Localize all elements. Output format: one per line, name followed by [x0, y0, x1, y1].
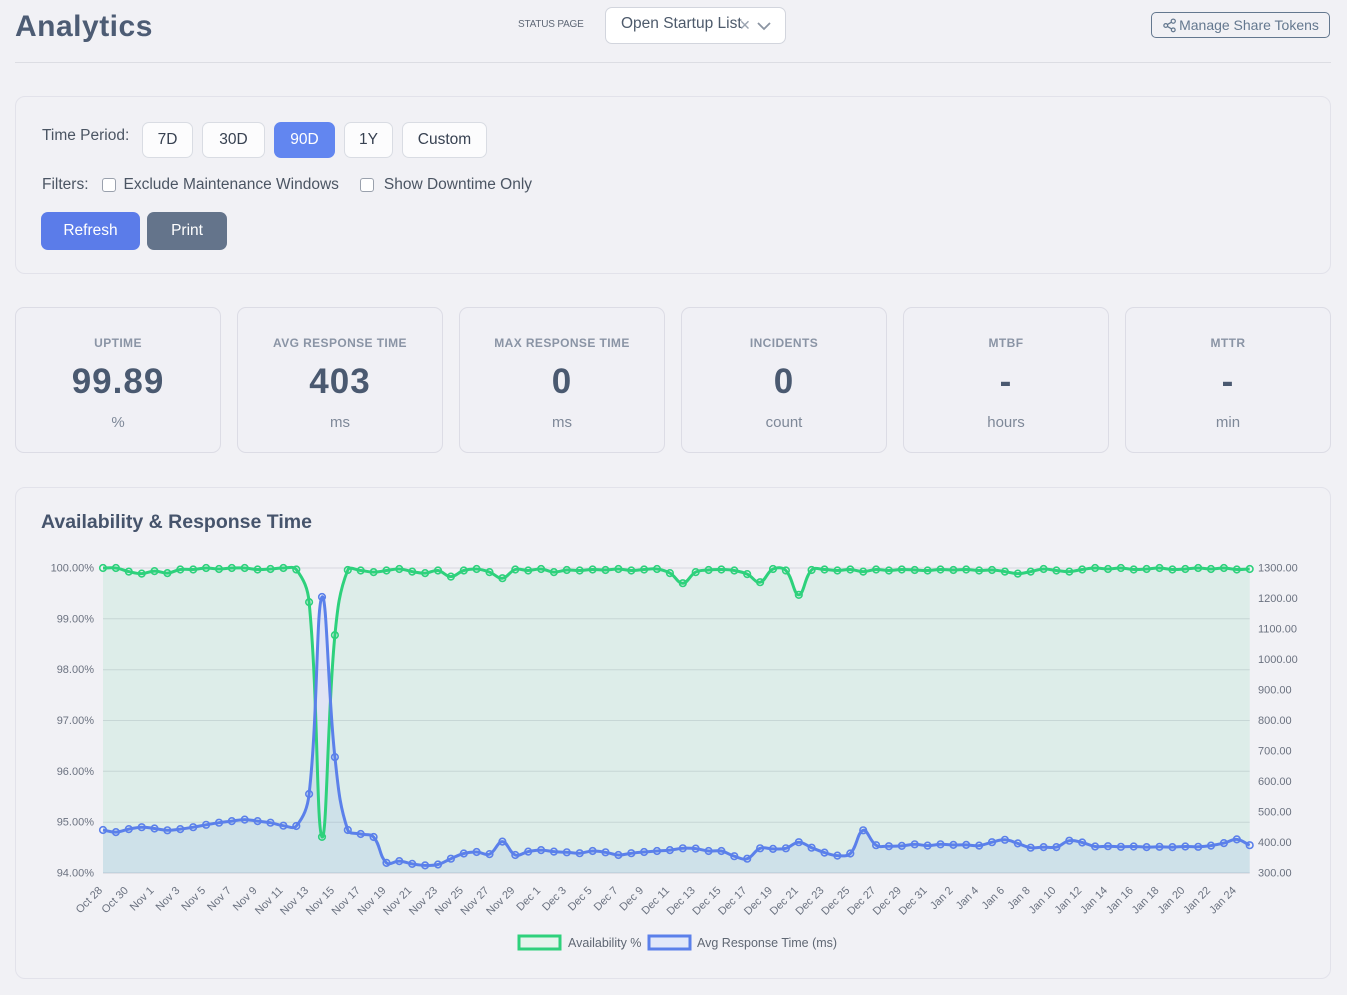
svg-text:Dec 1: Dec 1 [514, 885, 543, 914]
svg-text:97.00%: 97.00% [57, 715, 95, 727]
svg-text:Jan 14: Jan 14 [1078, 885, 1110, 917]
svg-text:99.00%: 99.00% [57, 613, 95, 625]
svg-text:Nov 1: Nov 1 [128, 885, 157, 914]
svg-text:1000.00: 1000.00 [1258, 654, 1298, 666]
svg-text:500.00: 500.00 [1258, 807, 1292, 819]
svg-text:Nov 5: Nov 5 [179, 885, 208, 914]
svg-text:Jan 18: Jan 18 [1130, 885, 1162, 917]
svg-text:400.00: 400.00 [1258, 837, 1292, 849]
svg-text:95.00%: 95.00% [57, 817, 95, 829]
svg-text:600.00: 600.00 [1258, 776, 1292, 788]
svg-text:Jan 10: Jan 10 [1027, 885, 1059, 917]
svg-text:Nov 29: Nov 29 [484, 885, 517, 918]
svg-text:Nov 7: Nov 7 [205, 885, 234, 914]
svg-text:Oct 28: Oct 28 [74, 885, 105, 916]
svg-text:Dec 31: Dec 31 [897, 885, 930, 918]
svg-text:Jan 20: Jan 20 [1156, 885, 1188, 917]
svg-text:Oct 30: Oct 30 [100, 885, 131, 916]
svg-text:1300.00: 1300.00 [1258, 563, 1298, 575]
svg-text:900.00: 900.00 [1258, 685, 1292, 697]
svg-text:300.00: 300.00 [1258, 868, 1292, 880]
svg-text:Jan 22: Jan 22 [1181, 885, 1213, 917]
svg-text:1100.00: 1100.00 [1258, 624, 1297, 636]
svg-text:Dec 3: Dec 3 [540, 885, 569, 914]
svg-text:800.00: 800.00 [1258, 715, 1292, 727]
svg-text:Jan 24: Jan 24 [1207, 885, 1239, 917]
svg-text:94.00%: 94.00% [57, 868, 95, 880]
svg-text:Jan 4: Jan 4 [954, 885, 982, 913]
svg-text:Jan 2: Jan 2 [928, 885, 956, 913]
svg-text:Dec 5: Dec 5 [566, 885, 595, 914]
svg-text:96.00%: 96.00% [57, 766, 95, 778]
svg-text:98.00%: 98.00% [57, 664, 95, 676]
svg-text:Availability %: Availability % [568, 936, 641, 950]
svg-text:Dec 7: Dec 7 [592, 885, 621, 914]
svg-text:Jan 12: Jan 12 [1052, 885, 1084, 917]
svg-text:Nov 3: Nov 3 [154, 885, 183, 914]
svg-text:700.00: 700.00 [1258, 746, 1292, 758]
svg-text:100.00%: 100.00% [51, 563, 95, 575]
svg-text:Jan 6: Jan 6 [979, 885, 1007, 913]
svg-text:Jan 16: Jan 16 [1104, 885, 1136, 917]
svg-text:1200.00: 1200.00 [1258, 593, 1298, 605]
svg-text:Avg Response Time (ms): Avg Response Time (ms) [697, 936, 837, 950]
